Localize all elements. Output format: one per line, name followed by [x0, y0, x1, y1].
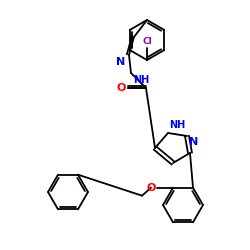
- Text: N: N: [116, 57, 125, 67]
- Text: NH: NH: [133, 75, 149, 85]
- Text: Cl: Cl: [142, 37, 152, 46]
- Text: NH: NH: [169, 120, 185, 130]
- Text: O: O: [116, 83, 126, 93]
- Text: N: N: [189, 137, 198, 147]
- Text: O: O: [146, 183, 156, 193]
